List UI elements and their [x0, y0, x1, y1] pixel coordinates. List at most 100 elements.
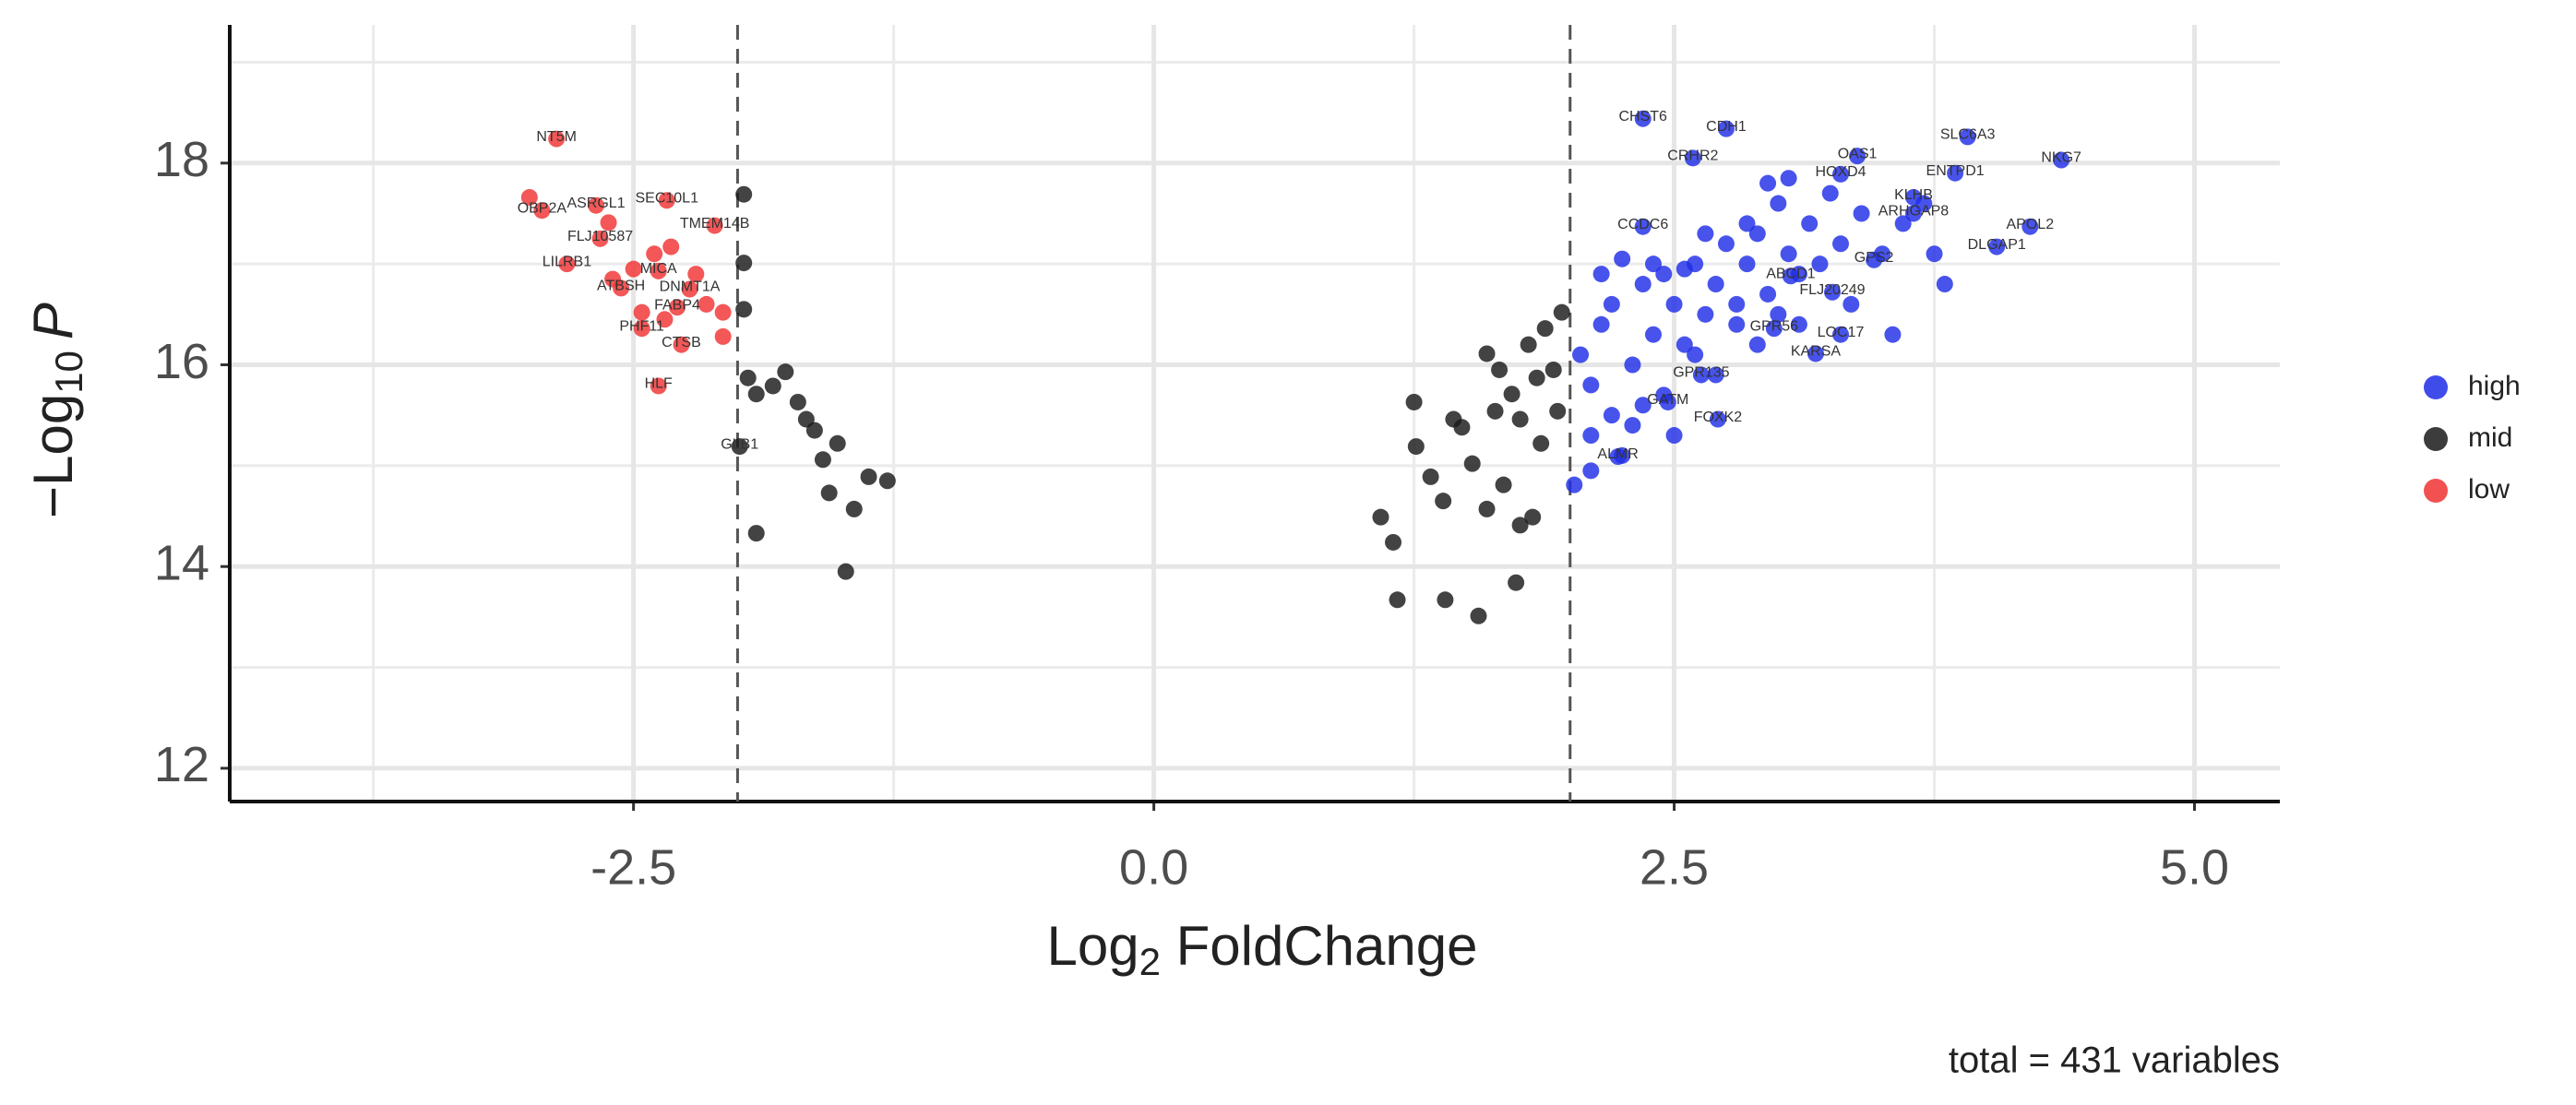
point [533, 202, 551, 220]
y-tick-label: 14 [154, 535, 209, 590]
point [520, 188, 538, 206]
point [2021, 218, 2039, 235]
point [706, 217, 723, 234]
point [1592, 266, 1610, 283]
point [1801, 215, 1819, 232]
x-title-sub: 2 [1139, 940, 1161, 983]
point [1748, 336, 1766, 353]
point [764, 377, 781, 395]
x-tick-label: 0.0 [1119, 839, 1188, 895]
y-tick-label: 12 [154, 737, 209, 792]
point [1549, 402, 1567, 420]
point-label: CRHR2 [1667, 149, 1718, 164]
point [1495, 476, 1512, 493]
point [1780, 170, 1797, 187]
point [1478, 500, 1496, 517]
point-label: GATM [1647, 392, 1688, 408]
point [1508, 574, 1525, 591]
point [1697, 225, 1714, 243]
point-label: FLJ20249 [1799, 282, 1865, 298]
point [1422, 468, 1439, 485]
point [1811, 255, 1829, 273]
point-label: CCDC6 [1617, 217, 1668, 232]
point [1644, 255, 1662, 273]
point [604, 270, 622, 288]
point [1790, 266, 1807, 283]
point [1634, 110, 1652, 127]
point [1614, 250, 1631, 267]
point [714, 303, 732, 321]
point [650, 262, 667, 279]
point [1478, 345, 1496, 362]
point [735, 301, 753, 318]
point-label: CDH1 [1706, 119, 1747, 135]
point [1717, 120, 1735, 137]
point [1655, 266, 1673, 283]
point-label: ALMR [1597, 446, 1638, 462]
point [1624, 417, 1641, 434]
point [1770, 305, 1787, 323]
y-tick-label: 18 [154, 132, 209, 187]
point [1553, 303, 1570, 321]
point [1738, 255, 1756, 273]
point [1536, 320, 1554, 338]
point [1491, 361, 1509, 378]
point [1821, 184, 1839, 202]
point [1728, 295, 1746, 313]
point-label: OAS1 [1838, 146, 1878, 161]
point-label: CHST6 [1618, 109, 1667, 125]
point [1582, 427, 1600, 445]
point [1915, 195, 1933, 212]
point [1748, 225, 1766, 243]
legend-swatch [2424, 479, 2448, 503]
point [625, 260, 642, 278]
point [735, 185, 753, 203]
point [1684, 149, 1701, 167]
x-tick-label: 2.5 [1640, 839, 1709, 895]
point-label: PHF11 [619, 318, 664, 334]
point [1849, 148, 1866, 165]
point [1603, 407, 1620, 424]
point [669, 299, 686, 316]
point [1407, 438, 1425, 456]
point [658, 192, 675, 209]
point-label: TMEM14B [680, 216, 750, 232]
point-label: ABCD1 [1766, 267, 1815, 282]
point [1807, 345, 1824, 362]
point [1634, 397, 1652, 414]
point-label: ATBSH [597, 279, 645, 294]
point-label: CTSB [662, 335, 701, 351]
point [1843, 295, 1860, 313]
point [1988, 238, 2006, 255]
point-label: HOXD4 [1815, 164, 1866, 180]
point [714, 327, 732, 345]
x-title-part: FoldChange [1161, 915, 1478, 977]
point-label: HLF [645, 376, 673, 392]
point [1904, 205, 1922, 222]
point [1874, 245, 1891, 263]
point-label: LOC17 [1818, 325, 1865, 340]
point [1634, 276, 1652, 293]
point [1707, 276, 1724, 293]
point [747, 525, 765, 542]
point [1582, 376, 1600, 394]
point [591, 230, 609, 247]
legend-label: high [2468, 371, 2521, 401]
point [1884, 326, 1902, 343]
point [1544, 361, 1562, 378]
x-title-part: Log [1046, 915, 1139, 977]
point [1582, 462, 1600, 480]
legend-label: mid [2468, 422, 2512, 453]
point [1592, 315, 1610, 333]
point-label: NT5M [536, 129, 577, 145]
point [747, 386, 765, 403]
point-label: KARSA [1791, 344, 1842, 360]
point [1717, 235, 1735, 253]
point [1566, 476, 1583, 493]
point [662, 238, 680, 255]
point-label: ENTPD1 [1926, 163, 1985, 179]
point [1372, 508, 1389, 526]
point [1503, 386, 1521, 403]
point [735, 255, 753, 272]
point [829, 434, 846, 452]
